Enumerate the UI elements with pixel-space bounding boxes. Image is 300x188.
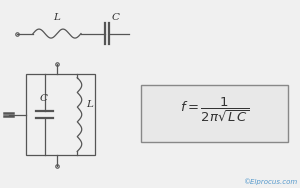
Text: L: L xyxy=(86,99,93,108)
Text: L: L xyxy=(54,13,60,22)
Bar xyxy=(26,74,94,155)
Text: ©Elprocus.com: ©Elprocus.com xyxy=(243,178,297,185)
Text: C: C xyxy=(39,94,47,102)
Bar xyxy=(141,85,288,142)
Text: C: C xyxy=(112,13,119,22)
Text: $f = \dfrac{1}{2\pi\sqrt{L\,C}}$: $f = \dfrac{1}{2\pi\sqrt{L\,C}}$ xyxy=(180,96,249,124)
